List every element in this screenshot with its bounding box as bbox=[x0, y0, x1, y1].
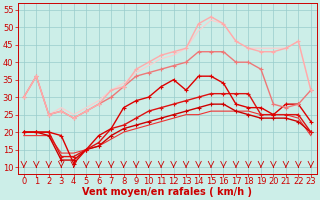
X-axis label: Vent moyen/en rafales ( km/h ): Vent moyen/en rafales ( km/h ) bbox=[82, 187, 252, 197]
